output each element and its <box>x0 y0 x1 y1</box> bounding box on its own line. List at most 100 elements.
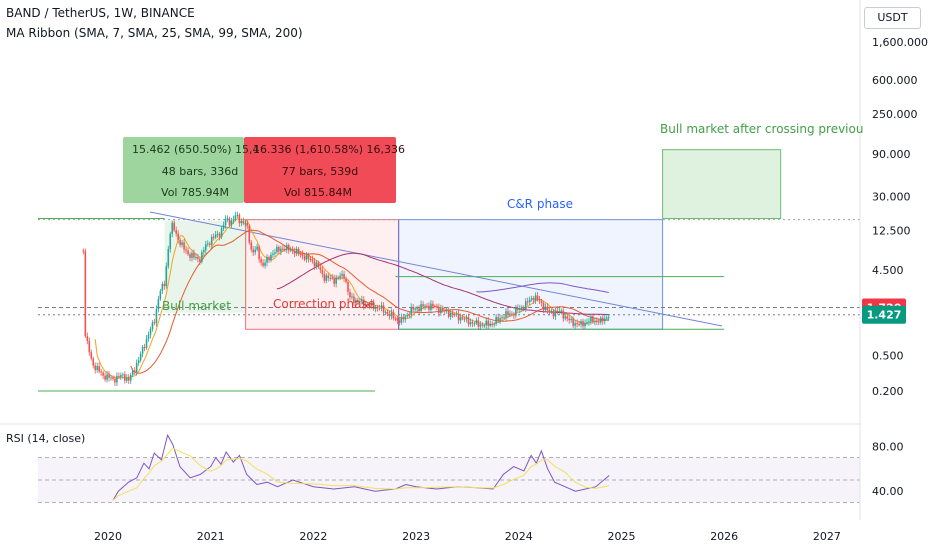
candle <box>151 322 154 329</box>
candle <box>544 306 547 311</box>
candle <box>479 324 482 327</box>
candle <box>560 310 563 312</box>
candle <box>418 308 420 311</box>
candle <box>331 277 334 279</box>
candle <box>303 256 306 260</box>
x-tick-label: 2023 <box>402 530 430 543</box>
candle <box>185 249 187 251</box>
candle <box>505 311 507 318</box>
candle <box>361 299 363 302</box>
x-tick-label: 2021 <box>197 530 225 543</box>
candle <box>534 295 537 301</box>
candle <box>440 308 442 314</box>
rsi-tick-label: 40.00 <box>872 485 904 498</box>
candle <box>408 314 411 316</box>
candle <box>507 311 509 315</box>
candle <box>422 304 424 307</box>
candle <box>572 318 574 326</box>
rsi-panel <box>0 423 860 503</box>
candle <box>206 243 209 245</box>
candle <box>588 321 590 323</box>
candle <box>252 249 255 253</box>
candle <box>388 314 391 317</box>
candle <box>368 305 371 307</box>
price-label-box <box>862 305 906 324</box>
candle <box>461 317 464 319</box>
candle <box>301 254 304 257</box>
x-tick-label: 2020 <box>94 530 122 543</box>
candle <box>203 250 205 253</box>
candle <box>378 308 381 310</box>
candle <box>155 309 158 324</box>
candle <box>175 230 177 234</box>
candle <box>532 298 535 301</box>
candle <box>295 248 298 254</box>
candle <box>503 317 505 319</box>
candle <box>497 317 499 321</box>
candle <box>443 310 446 312</box>
candle <box>90 352 93 359</box>
candle <box>598 321 600 323</box>
candle <box>390 312 393 317</box>
currency-button[interactable]: USDT <box>864 7 921 29</box>
candle <box>284 248 286 250</box>
candle <box>436 306 438 308</box>
rsi-ma-line <box>112 447 610 501</box>
candle <box>94 365 97 370</box>
candle <box>515 308 517 316</box>
candle <box>519 308 521 310</box>
candle <box>82 250 85 252</box>
candle <box>337 277 339 279</box>
candle <box>396 318 399 321</box>
rsi-legend: RSI (14, close) <box>6 432 86 445</box>
axes: 1,600.000 600.000 250.000 90.000 30.000 12.50… <box>94 0 928 543</box>
symbol-title: BAND / TetherUS, 1W, BINANCE <box>6 6 195 20</box>
candle <box>394 318 397 320</box>
candle <box>278 246 280 252</box>
candle <box>526 301 529 303</box>
y-tick-label: 0.200 <box>872 385 904 398</box>
candle <box>135 363 138 372</box>
candle <box>153 322 156 324</box>
candle <box>376 307 379 309</box>
x-tick-label: 2024 <box>505 530 533 543</box>
y-tick-label: 90.000 <box>872 148 911 161</box>
candle <box>414 308 416 310</box>
candle <box>576 323 578 325</box>
candle <box>307 254 310 260</box>
candle <box>594 320 596 323</box>
candle <box>509 313 511 315</box>
candle <box>596 320 598 322</box>
y-tick-label: 600.000 <box>872 74 918 87</box>
candle <box>491 323 493 325</box>
candle <box>262 262 264 266</box>
candle <box>122 374 124 376</box>
candle <box>481 324 484 326</box>
candle <box>434 306 436 308</box>
candle <box>208 243 211 245</box>
candle <box>392 312 395 319</box>
measure-green-line3: Vol 785.94M <box>161 186 229 199</box>
candle <box>485 320 488 326</box>
candle <box>574 323 576 326</box>
candle <box>191 252 193 258</box>
candle <box>272 253 274 255</box>
candle <box>100 371 102 373</box>
candle <box>250 242 253 250</box>
candle <box>540 301 543 304</box>
candle <box>451 312 454 315</box>
x-tick-label: 2027 <box>813 530 841 543</box>
candle <box>430 303 432 310</box>
candle <box>226 218 229 220</box>
candle <box>590 316 592 322</box>
candle <box>116 375 118 383</box>
candle <box>106 374 108 380</box>
candle <box>566 316 569 319</box>
candle <box>139 353 142 361</box>
candle <box>465 317 468 319</box>
candle <box>189 254 191 258</box>
candle <box>521 307 523 309</box>
candle <box>268 257 270 261</box>
candle <box>124 374 126 381</box>
